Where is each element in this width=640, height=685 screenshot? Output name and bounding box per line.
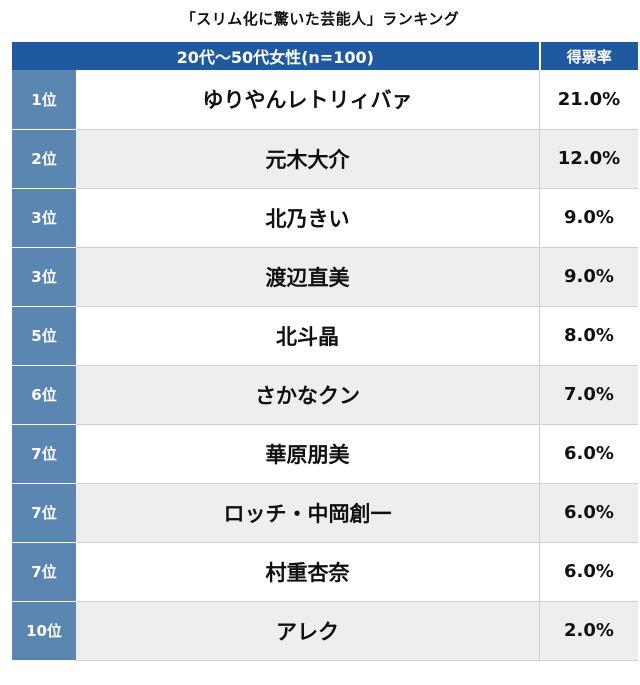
name-cell: さかなクン <box>76 365 540 425</box>
ranking-table: 20代〜50代女性(n=100) 得票率 1位 ゆりやんレトリィバァ 21.0%… <box>12 42 638 661</box>
table-row: 3位 渡辺直美 9.0% <box>12 247 638 307</box>
rank-cell: 2位 <box>12 129 76 189</box>
rank-cell: 5位 <box>12 306 76 366</box>
rate-cell: 9.0% <box>539 188 638 248</box>
rank-cell: 3位 <box>12 188 76 248</box>
table-row: 5位 北斗晶 8.0% <box>12 306 638 366</box>
header-rate-label: 得票率 <box>539 42 638 70</box>
ranking-title: 「スリム化に驚いた芸能人」ランキング <box>180 10 460 28</box>
rank-cell: 1位 <box>12 70 76 130</box>
table-header-row: 20代〜50代女性(n=100) 得票率 <box>12 42 638 70</box>
rate-cell: 21.0% <box>539 70 638 130</box>
rank-cell: 7位 <box>12 483 76 543</box>
rate-cell: 6.0% <box>539 483 638 543</box>
rank-cell: 7位 <box>12 424 76 484</box>
rank-cell: 10位 <box>12 601 76 661</box>
name-cell: 村重杏奈 <box>76 542 540 602</box>
rate-cell: 6.0% <box>539 542 638 602</box>
table-row: 7位 ロッチ・中岡創一 6.0% <box>12 483 638 543</box>
name-cell: 華原朋美 <box>76 424 540 484</box>
name-cell: 北斗晶 <box>76 306 540 366</box>
rate-cell: 8.0% <box>539 306 638 366</box>
rate-cell: 12.0% <box>539 129 638 189</box>
name-cell: アレク <box>76 601 540 661</box>
name-cell: 北乃きい <box>76 188 540 248</box>
name-cell: 渡辺直美 <box>76 247 540 307</box>
rank-cell: 6位 <box>12 365 76 425</box>
table-row: 7位 華原朋美 6.0% <box>12 424 638 484</box>
name-cell: ロッチ・中岡創一 <box>76 483 540 543</box>
table-row: 1位 ゆりやんレトリィバァ 21.0% <box>12 70 638 130</box>
rank-cell: 3位 <box>12 247 76 307</box>
table-row: 2位 元木大介 12.0% <box>12 129 638 189</box>
rank-cell: 7位 <box>12 542 76 602</box>
name-cell: ゆりやんレトリィバァ <box>76 70 540 130</box>
rate-cell: 6.0% <box>539 424 638 484</box>
table-row: 6位 さかなクン 7.0% <box>12 365 638 425</box>
table-row: 7位 村重杏奈 6.0% <box>12 542 638 602</box>
rate-cell: 9.0% <box>539 247 638 307</box>
table-row: 3位 北乃きい 9.0% <box>12 188 638 248</box>
table-row: 10位 アレク 2.0% <box>12 601 638 661</box>
header-group-label: 20代〜50代女性(n=100) <box>12 42 541 70</box>
rate-cell: 7.0% <box>539 365 638 425</box>
rate-cell: 2.0% <box>539 601 638 661</box>
name-cell: 元木大介 <box>76 129 540 189</box>
